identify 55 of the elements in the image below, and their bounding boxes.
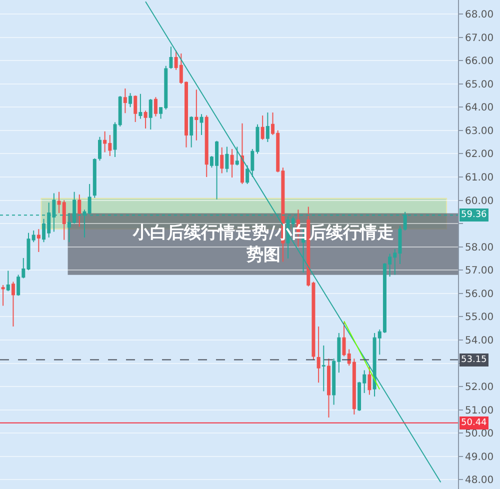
candlestick <box>169 46 173 70</box>
y-tick-label: 55.00 <box>465 312 494 324</box>
candlestick <box>322 345 326 392</box>
candlestick <box>92 158 96 198</box>
candlestick <box>200 114 204 136</box>
candlestick <box>260 115 264 140</box>
candlestick <box>230 148 234 178</box>
candlestick <box>11 281 15 327</box>
y-tick-label: 63.00 <box>465 126 494 137</box>
candlestick <box>144 110 148 130</box>
candlestick <box>240 122 244 184</box>
candlestick <box>98 136 102 162</box>
y-tick-label: 66.00 <box>465 56 494 68</box>
y-tick-label: 60.00 <box>465 196 494 207</box>
y-tick-label: 57.00 <box>465 266 494 277</box>
y-tick-label: 62.00 <box>465 149 494 160</box>
ref-line-label: 50.44 <box>461 418 488 428</box>
candlestick <box>32 230 36 243</box>
y-tick-label: 68.00 <box>465 9 494 20</box>
candlestick <box>190 116 194 148</box>
candlestick <box>235 146 239 166</box>
candlestick <box>123 88 127 114</box>
candlestick <box>266 112 270 143</box>
y-tick-label: 56.00 <box>465 288 494 300</box>
candlestick <box>6 270 10 292</box>
candlestick <box>246 164 250 184</box>
candlestick <box>204 114 208 178</box>
y-tick-label: 67.00 <box>465 32 494 44</box>
ref-line-label: 59.36 <box>461 210 488 220</box>
ref-line-label: 53.15 <box>461 355 487 365</box>
y-tick-label: 54.00 <box>465 335 494 346</box>
y-tick-label: 65.00 <box>465 79 494 90</box>
candlestick <box>128 92 132 108</box>
candlestick <box>134 94 138 123</box>
y-tick-label: 64.00 <box>465 102 494 114</box>
candlestick <box>138 93 142 120</box>
y-tick-label: 49.00 <box>465 452 494 463</box>
candlestick <box>78 194 82 228</box>
y-tick-label: 50.00 <box>465 428 494 440</box>
candlestick <box>148 98 152 130</box>
candlestick <box>327 358 330 418</box>
y-tick-label: 48.00 <box>465 475 494 486</box>
y-tick-label: 58.00 <box>465 242 494 254</box>
candlestick <box>1 284 5 306</box>
candlestick <box>368 366 372 396</box>
candlestick <box>225 146 229 173</box>
candlestick <box>250 148 254 178</box>
candlestick <box>316 326 320 384</box>
y-tick-label: 51.00 <box>465 405 494 416</box>
y-tick-label: 52.00 <box>465 382 494 394</box>
candlestick <box>194 89 198 141</box>
y-tick-label: 61.00 <box>465 172 494 184</box>
candlestick <box>36 228 40 252</box>
candlestick <box>220 146 224 174</box>
candlestick <box>154 96 158 117</box>
